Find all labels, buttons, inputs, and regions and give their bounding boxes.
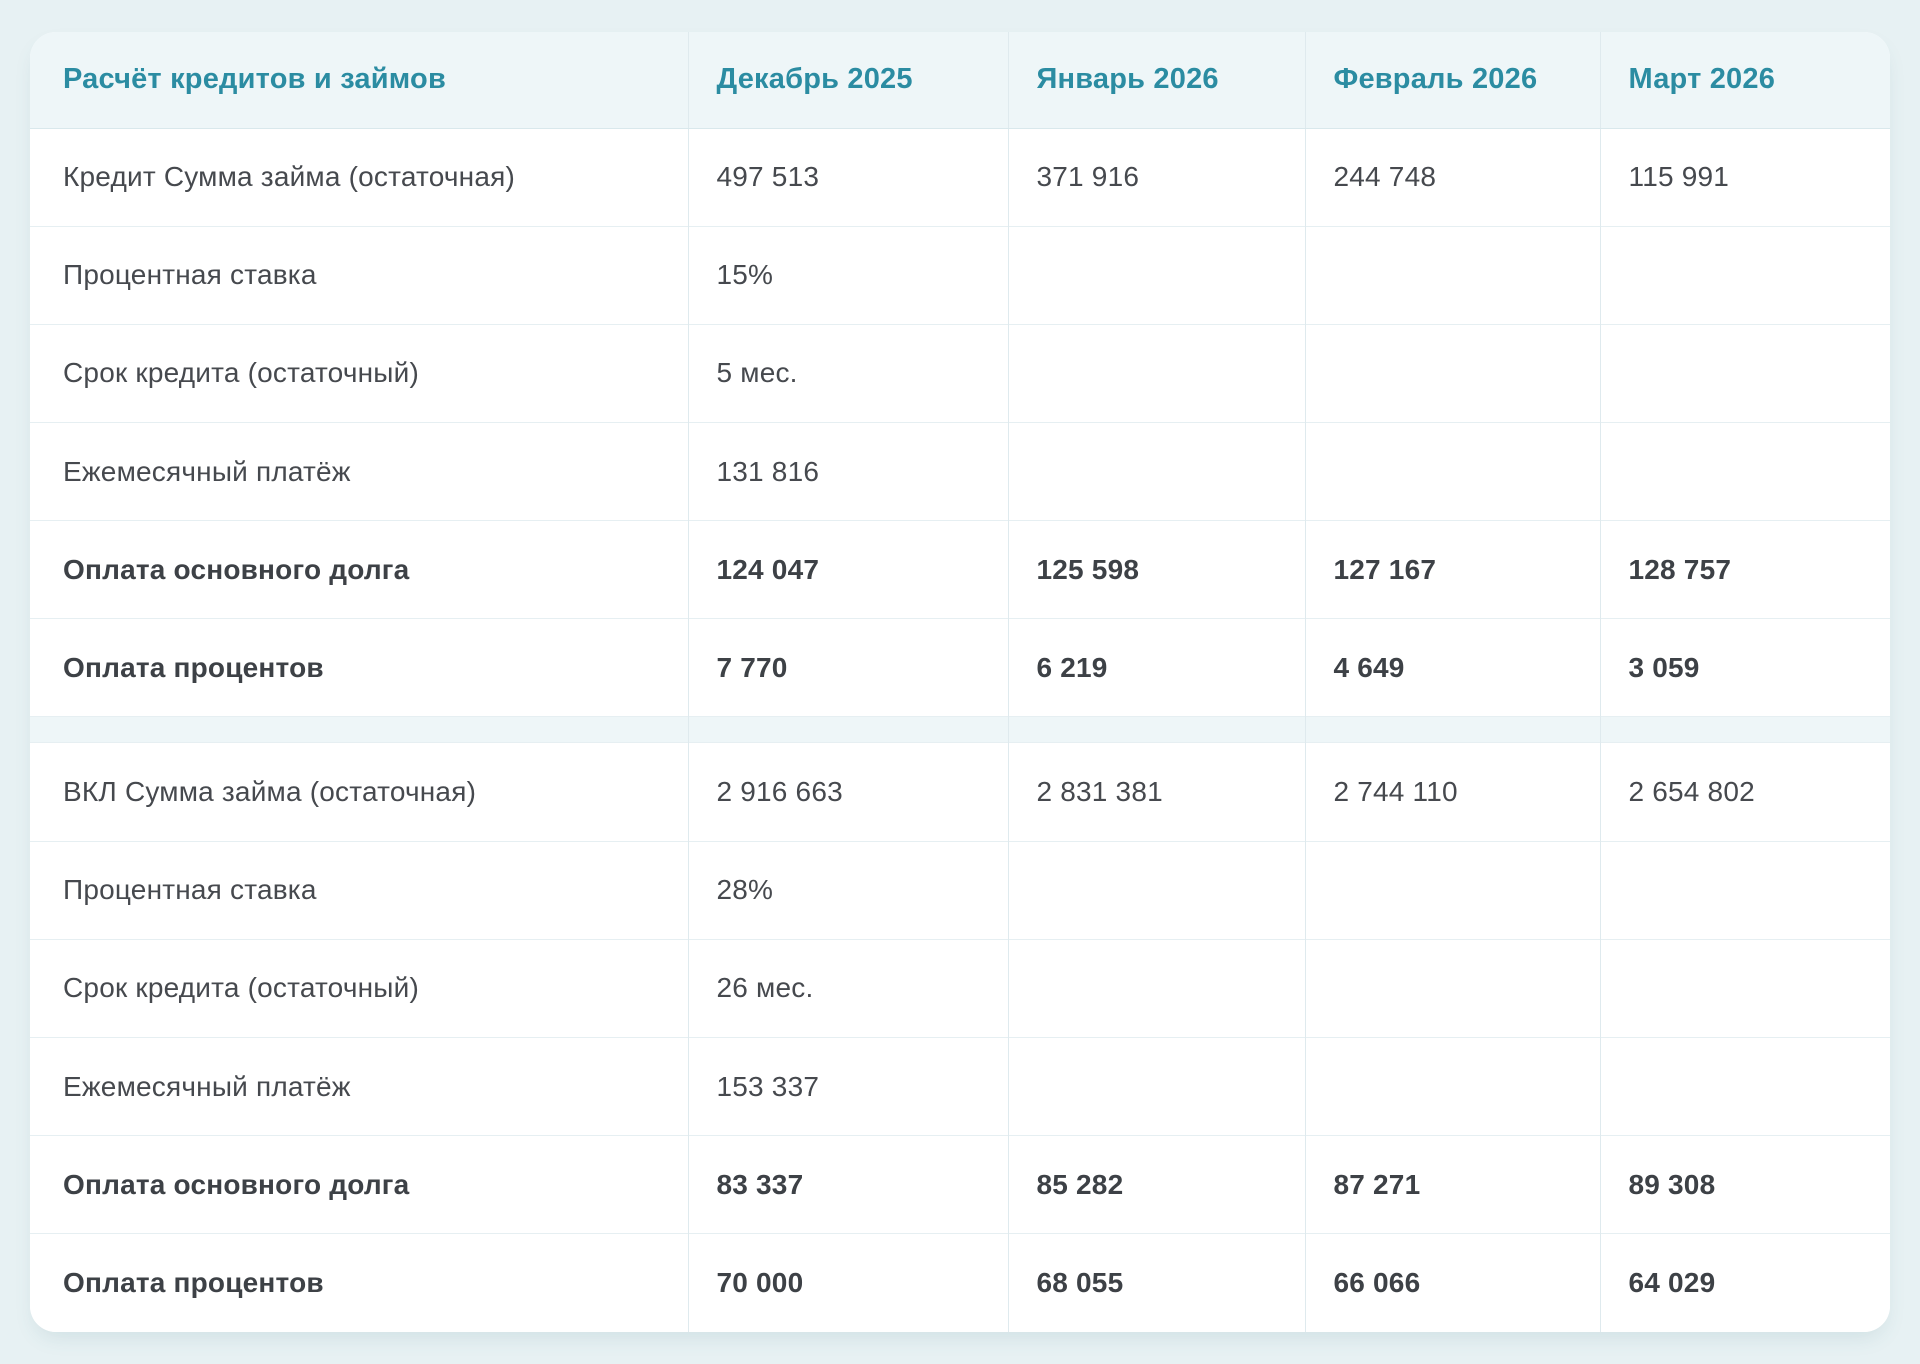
separator-cell [1007,716,1305,743]
value-cell: 131 816 [687,421,1008,521]
loan-table-body: Кредит Сумма займа (остаточная) 497 513 37… [30,128,1890,1332]
column-header-month-2: Январь 2026 [1007,32,1305,129]
table-row: ВКЛ Сумма займа (остаточная) 2 916 663 2 8… [30,742,1890,842]
value-cell [1007,840,1305,940]
value-cell: 70 000 [687,1233,1008,1332]
row-label: Оплата процентов [30,618,688,717]
column-header-month-4: Март 2026 [1599,32,1890,129]
value-cell [1599,225,1890,325]
separator-cell [1304,716,1600,743]
row-label: ВКЛ Сумма займа (остаточная) [30,742,688,842]
value-cell: 89 308 [1599,1135,1890,1234]
value-cell [1599,421,1890,521]
value-cell: 125 598 [1007,520,1305,619]
value-cell: 26 мес. [687,938,1008,1038]
value-cell [1599,938,1890,1038]
value-cell: 3 059 [1599,618,1890,717]
value-cell: 83 337 [687,1135,1008,1234]
separator-cell [1599,716,1890,743]
value-cell: 115 991 [1599,128,1890,227]
table-row: Процентная ставка 28% [30,840,1890,940]
value-cell: 244 748 [1304,128,1600,227]
value-cell: 85 282 [1007,1135,1305,1234]
table-row: Ежемесячный платёж 153 337 [30,1036,1890,1136]
value-cell [1304,938,1600,1038]
row-label: Процентная ставка [30,225,688,325]
value-cell: 128 757 [1599,520,1890,619]
value-cell [1304,840,1600,940]
value-cell: 124 047 [687,520,1008,619]
column-header-month-1: Декабрь 2025 [687,32,1008,129]
value-cell: 2 654 802 [1599,742,1890,842]
row-label: Процентная ставка [30,840,688,940]
value-cell: 64 029 [1599,1233,1890,1332]
row-label: Срок кредита (остаточный) [30,938,688,1038]
value-cell [1304,1036,1600,1136]
table-row: Оплата процентов 7 770 6 219 4 649 3 059 [30,618,1890,717]
value-cell [1007,421,1305,521]
value-cell: 127 167 [1304,520,1600,619]
value-cell [1599,1036,1890,1136]
value-cell [1007,225,1305,325]
loan-calculation-table: Расчёт кредитов и займов Декабрь 2025 Ян… [30,32,1890,1332]
loan-calculation-card: Расчёт кредитов и займов Декабрь 2025 Ян… [30,32,1890,1332]
value-cell: 497 513 [687,128,1008,227]
value-cell: 371 916 [1007,128,1305,227]
value-cell: 15% [687,225,1008,325]
value-cell: 66 066 [1304,1233,1600,1332]
value-cell: 68 055 [1007,1233,1305,1332]
table-row: Срок кредита (остаточный) 5 мес. [30,323,1890,423]
value-cell: 7 770 [687,618,1008,717]
table-row: Срок кредита (остаточный) 26 мес. [30,938,1890,1038]
separator-cell [687,716,1008,743]
value-cell [1304,225,1600,325]
table-title: Расчёт кредитов и займов [30,32,688,129]
table-row: Ежемесячный платёж 131 816 [30,421,1890,521]
value-cell: 2 831 381 [1007,742,1305,842]
row-label: Кредит Сумма займа (остаточная) [30,128,688,227]
table-row: Оплата основного долга 124 047 125 598 127 … [30,520,1890,619]
table-row: Оплата основного долга 83 337 85 282 87 271… [30,1135,1890,1234]
separator-cell [30,716,688,743]
value-cell [1599,323,1890,423]
header-row: Расчёт кредитов и займов Декабрь 2025 Ян… [30,32,1890,129]
table-row: Оплата процентов 70 000 68 055 66 066 64 029 [30,1233,1890,1332]
row-label: Ежемесячный платёж [30,1036,688,1136]
row-label: Ежемесячный платёж [30,421,688,521]
value-cell [1599,840,1890,940]
row-label: Оплата процентов [30,1233,688,1332]
value-cell [1304,421,1600,521]
column-header-month-3: Февраль 2026 [1304,32,1600,129]
value-cell: 87 271 [1304,1135,1600,1234]
row-label: Оплата основного долга [30,520,688,619]
row-label: Оплата основного долга [30,1135,688,1234]
value-cell [1007,323,1305,423]
value-cell: 153 337 [687,1036,1008,1136]
value-cell: 2 744 110 [1304,742,1600,842]
row-label: Срок кредита (остаточный) [30,323,688,423]
value-cell: 5 мес. [687,323,1008,423]
value-cell: 2 916 663 [687,742,1008,842]
value-cell: 6 219 [1007,618,1305,717]
value-cell: 4 649 [1304,618,1600,717]
value-cell [1304,323,1600,423]
table-row: Кредит Сумма займа (остаточная) 497 513 37… [30,128,1890,227]
table-row: Процентная ставка 15% [30,225,1890,325]
value-cell [1007,1036,1305,1136]
section-separator-row [30,716,1890,743]
value-cell: 28% [687,840,1008,940]
value-cell [1007,938,1305,1038]
